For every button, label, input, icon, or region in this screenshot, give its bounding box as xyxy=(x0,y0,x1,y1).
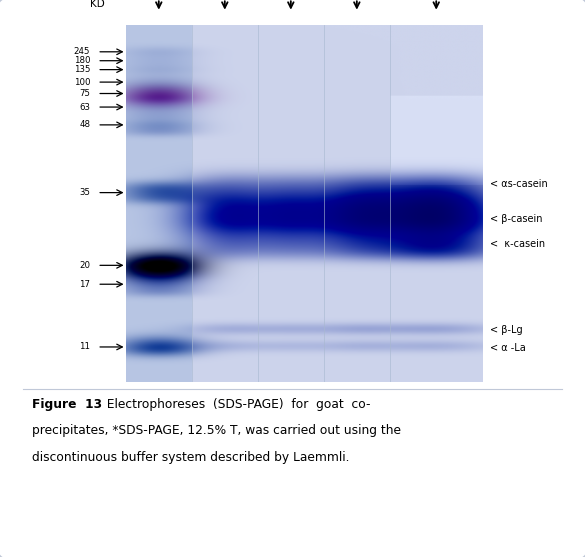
Text: 245: 245 xyxy=(74,47,90,56)
Text: 20: 20 xyxy=(79,261,90,270)
Text: precipitates, *SDS-PAGE, 12.5% T, was carried out using the: precipitates, *SDS-PAGE, 12.5% T, was ca… xyxy=(32,424,401,437)
Text: 48: 48 xyxy=(79,120,90,129)
Text: <  κ-casein: < κ-casein xyxy=(490,240,545,250)
Text: 100: 100 xyxy=(74,77,90,86)
Text: < α -La: < α -La xyxy=(490,343,525,353)
Text: < β-casein: < β-casein xyxy=(490,214,542,224)
Text: 135: 135 xyxy=(74,65,90,74)
Text: discontinuous buffer system described by Laemmli.: discontinuous buffer system described by… xyxy=(32,451,350,463)
Text: KD: KD xyxy=(90,0,105,9)
Text: Electrophoreses  (SDS-PAGE)  for  goat  co-: Electrophoreses (SDS-PAGE) for goat co- xyxy=(99,398,371,411)
Text: < β-Lg: < β-Lg xyxy=(490,325,522,335)
Text: 180: 180 xyxy=(74,56,90,65)
Text: < αs-casein: < αs-casein xyxy=(490,179,548,189)
Text: 11: 11 xyxy=(79,343,90,351)
Text: 35: 35 xyxy=(79,188,90,197)
Text: Figure  13: Figure 13 xyxy=(32,398,102,411)
Text: 63: 63 xyxy=(79,102,90,111)
Text: 17: 17 xyxy=(79,280,90,289)
Text: 75: 75 xyxy=(79,89,90,98)
